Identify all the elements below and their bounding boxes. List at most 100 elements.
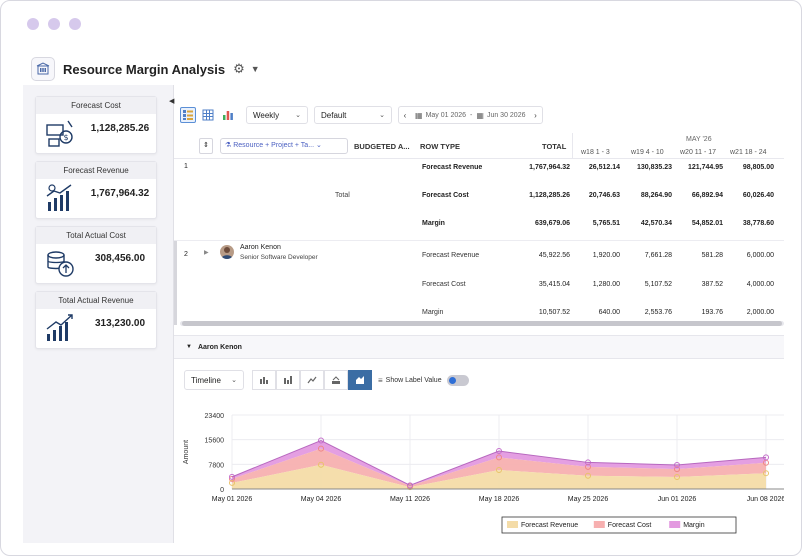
legend-label: Margin bbox=[683, 522, 705, 529]
resource-name[interactable]: Aaron Kenon bbox=[240, 244, 281, 251]
y-axis-label: Amount bbox=[183, 440, 190, 464]
bar-chart-icon[interactable] bbox=[220, 107, 236, 123]
legend-swatch bbox=[593, 521, 605, 528]
detail-header[interactable]: ▼ Aaron Kenon bbox=[174, 335, 784, 359]
kpi-title: Total Actual Cost bbox=[36, 227, 156, 244]
gear-icon[interactable]: ⚙ bbox=[233, 61, 245, 76]
area-chart-icon[interactable] bbox=[348, 370, 372, 390]
view-select-value: Default bbox=[321, 110, 347, 120]
row-index: 2 bbox=[184, 251, 188, 258]
legend-swatch bbox=[507, 521, 518, 528]
x-tick-label: May 01 2026 bbox=[212, 496, 253, 503]
col-total[interactable]: TOTAL bbox=[542, 142, 567, 151]
revenue-icon bbox=[46, 184, 72, 211]
row-label: Total bbox=[335, 192, 350, 199]
kpi-title: Total Actual Revenue bbox=[36, 292, 156, 309]
row-total: 35,415.04 bbox=[538, 281, 570, 288]
chevron-down-icon: ⌄ bbox=[295, 112, 301, 119]
area-forecast-revenue bbox=[232, 464, 766, 489]
week-header[interactable]: w20 11 - 17 bbox=[680, 149, 717, 156]
week-header[interactable]: w18 1 - 3 bbox=[581, 149, 610, 156]
row-type: Forecast Revenue bbox=[422, 252, 480, 259]
show-label-toggle[interactable] bbox=[446, 374, 469, 386]
column-chart-icon[interactable] bbox=[252, 370, 276, 390]
collapse-left-icon[interactable]: ◀ bbox=[169, 98, 175, 105]
bar-chart-icon[interactable] bbox=[276, 370, 300, 390]
window-dot-minimize[interactable] bbox=[48, 18, 60, 30]
week-value: 1,280.00 bbox=[592, 281, 620, 288]
row-divider bbox=[174, 240, 784, 241]
toggle-knob bbox=[448, 376, 456, 384]
row-total: 639,679.06 bbox=[534, 220, 570, 227]
stacked-chart-icon[interactable] bbox=[324, 370, 348, 390]
data-point bbox=[763, 470, 769, 477]
row-total: 1,767,964.32 bbox=[529, 164, 570, 171]
resource-role: Senior Software Developer bbox=[240, 254, 318, 261]
svg-text:$: $ bbox=[63, 133, 68, 142]
content-area: Forecast Cost $ 1,128,285.26 Forecast Re… bbox=[23, 85, 785, 543]
row-type: Forecast Cost bbox=[422, 281, 466, 288]
date-range[interactable]: ‹ ▦ May 01 2026 - ▦ Jun 30 2026 › bbox=[398, 106, 543, 124]
data-point bbox=[318, 461, 324, 468]
x-tick-label: Jun 01 2026 bbox=[658, 496, 697, 503]
main-panel: ◀ Weekly ⌄ Default ⌄ ‹ bbox=[169, 85, 785, 543]
date-to[interactable]: ▦ Jun 30 2026 bbox=[476, 110, 526, 120]
week-value: 387.52 bbox=[701, 281, 723, 288]
data-point bbox=[674, 466, 680, 473]
date-from[interactable]: ▦ May 01 2026 bbox=[415, 110, 467, 120]
window-dot-close[interactable] bbox=[27, 18, 39, 30]
row-total: 1,128,285.26 bbox=[529, 192, 570, 199]
chart-mode-value: Timeline bbox=[191, 375, 221, 385]
data-point bbox=[229, 479, 235, 486]
group-by-icon: ⚗ bbox=[225, 142, 232, 149]
kpi-value: 1,767,964.32 bbox=[90, 188, 150, 199]
period-select-value: Weekly bbox=[253, 110, 280, 120]
period-select[interactable]: Weekly ⌄ bbox=[246, 106, 308, 124]
next-range-icon[interactable]: › bbox=[534, 110, 537, 120]
chevron-down-icon[interactable]: ▼ bbox=[250, 64, 260, 74]
week-header[interactable]: w21 18 - 24 bbox=[730, 149, 767, 156]
data-point bbox=[229, 473, 235, 480]
line-chart-icon[interactable] bbox=[300, 370, 324, 390]
prev-range-icon[interactable]: ‹ bbox=[403, 110, 407, 120]
row-type: Margin bbox=[422, 309, 444, 316]
view-select[interactable]: Default ⌄ bbox=[314, 106, 392, 124]
list-view-icon[interactable] bbox=[180, 107, 196, 123]
y-tick-label: 0 bbox=[220, 487, 224, 494]
week-value: 7,661.28 bbox=[644, 252, 672, 259]
week-value: 5,107.52 bbox=[644, 281, 672, 288]
week-value: 66,892.94 bbox=[691, 192, 723, 199]
detail-title: Aaron Kenon bbox=[197, 343, 242, 351]
grid-view-icon[interactable] bbox=[200, 107, 216, 123]
week-value: 60,026.40 bbox=[742, 192, 774, 199]
horizontal-scrollbar[interactable] bbox=[180, 321, 784, 326]
y-tick-label: 15600 bbox=[205, 438, 225, 445]
col-budgeted[interactable]: BUDGETED A... bbox=[354, 142, 410, 151]
expand-row-icon[interactable]: ▶ bbox=[204, 250, 209, 256]
week-value: 193.76 bbox=[701, 309, 723, 316]
week-value: 6,000.00 bbox=[746, 252, 774, 259]
week-value: 2,553.76 bbox=[644, 309, 672, 316]
col-row-type[interactable]: ROW TYPE bbox=[420, 142, 461, 151]
chart-controls: Timeline ⌄ ≡ Show Label Value bbox=[184, 369, 469, 391]
scrollbar-thumb[interactable] bbox=[182, 321, 782, 326]
chart-mode-select[interactable]: Timeline ⌄ bbox=[184, 370, 244, 390]
week-header[interactable]: w19 4 - 10 bbox=[631, 149, 664, 156]
legend-label: Forecast Revenue bbox=[521, 522, 578, 529]
week-value: 98,805.00 bbox=[742, 164, 774, 171]
sort-icon[interactable]: ⇕ bbox=[199, 138, 213, 154]
data-point bbox=[407, 482, 413, 489]
coins-icon bbox=[47, 251, 74, 277]
chevron-down-icon: ⌄ bbox=[379, 112, 385, 119]
group-by-select[interactable]: ⚗ Resource + Project + Ta... ⌄ bbox=[220, 138, 348, 154]
window-dot-maximize[interactable] bbox=[69, 18, 81, 30]
week-value: 581.28 bbox=[701, 252, 723, 259]
data-point bbox=[585, 472, 591, 479]
chevron-down-icon: ⌄ bbox=[316, 142, 322, 149]
page-title: Resource Margin Analysis bbox=[63, 61, 226, 77]
row-selection-bar bbox=[174, 241, 177, 325]
data-point bbox=[496, 467, 502, 474]
window-controls bbox=[27, 18, 81, 30]
collapse-detail-icon[interactable]: ▼ bbox=[186, 344, 192, 350]
